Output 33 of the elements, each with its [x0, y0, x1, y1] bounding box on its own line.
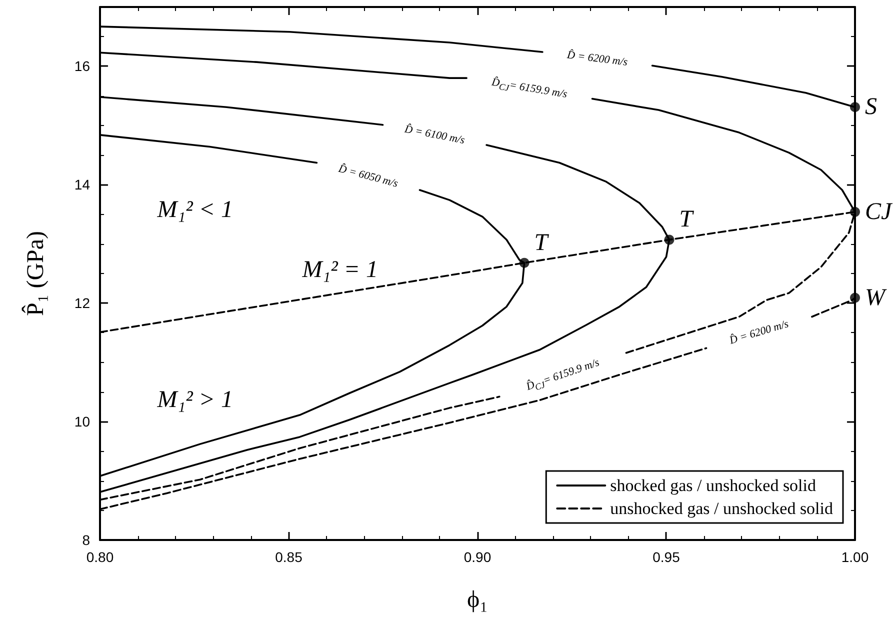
- annotation: S: [865, 94, 877, 120]
- annotation: D̂CJ= 6159.9 m/s: [490, 75, 568, 101]
- x-tick-label: 0.85: [275, 549, 303, 565]
- annotation: D̂ = 6200 m/s: [565, 48, 628, 69]
- annotation: D̂CJ= 6159.9 m/s: [524, 356, 601, 394]
- x-tick-label: 0.80: [86, 549, 114, 565]
- x-tick-label: 0.90: [464, 549, 492, 565]
- y-tick-label: 12: [74, 295, 90, 312]
- annotation: M₁² > 1: [156, 386, 233, 413]
- x-tick-label: 1.00: [841, 549, 869, 565]
- annotation: T: [679, 206, 694, 233]
- annotation: D̂ = 6050 m/s: [336, 162, 400, 190]
- point: [850, 102, 860, 112]
- annotation: T: [534, 230, 550, 256]
- y-tick-label: 16: [74, 58, 90, 74]
- annotation: CJ: [865, 198, 893, 225]
- x-tick-label: 0.95: [652, 549, 680, 565]
- point: [850, 206, 860, 217]
- point: [850, 292, 860, 303]
- y-tick-label: 10: [74, 414, 90, 430]
- annotation: W: [865, 284, 887, 311]
- legend-label: unshocked gas / unshocked solid: [610, 499, 834, 518]
- point: [664, 234, 674, 245]
- annotation: M₁² = 1: [301, 256, 378, 283]
- legend-label: shocked gas / unshocked solid: [610, 476, 816, 495]
- y-tick-label: 14: [74, 176, 90, 193]
- point: [519, 258, 530, 268]
- annotation: D̂ = 6200 m/s: [727, 317, 790, 348]
- annotation: M₁² < 1: [156, 197, 233, 224]
- x-axis-title: ϕ₁: [467, 587, 488, 613]
- y-axis-title: P̂₁ (GPa): [21, 230, 49, 316]
- y-tick-label: 8: [82, 532, 90, 548]
- annotation: D̂ = 6100 m/s: [402, 122, 466, 147]
